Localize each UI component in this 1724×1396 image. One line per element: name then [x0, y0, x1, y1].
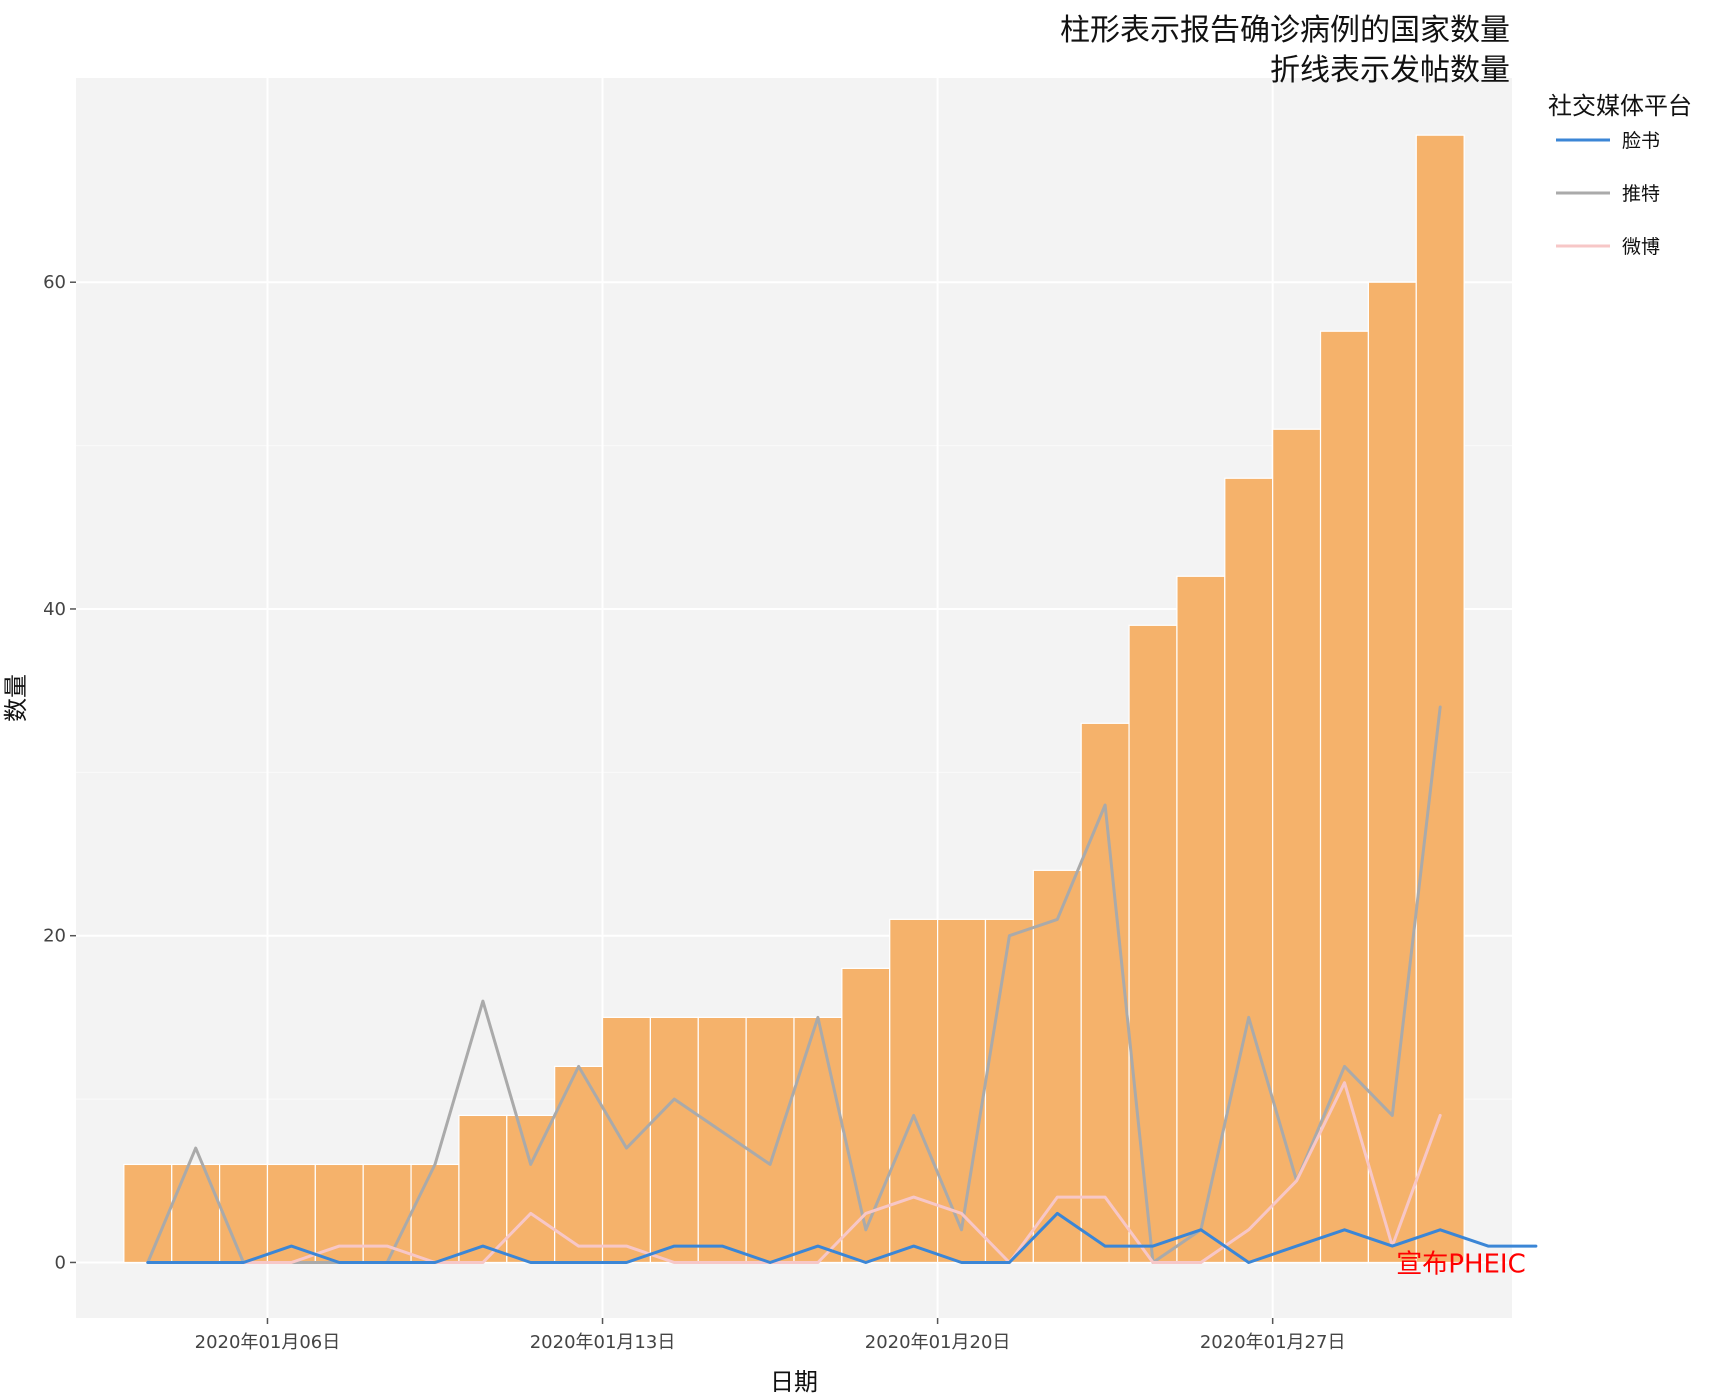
bar [219, 1163, 269, 1264]
bar [984, 918, 1034, 1264]
y-tick-label: 40 [43, 599, 66, 620]
bar [1176, 575, 1226, 1264]
bar [745, 1016, 795, 1264]
legend-title: 社交媒体平台 [1548, 92, 1692, 120]
bar [458, 1114, 508, 1264]
bar [697, 1016, 747, 1264]
y-tick-label: 60 [43, 272, 66, 293]
bar [171, 1163, 221, 1264]
y-ticks: 0 20 40 60 [43, 272, 76, 1273]
bar [841, 967, 891, 1264]
x-ticks: 2020年01月06日 2020年01月13日 2020年01月20日 2020年01… [195, 1318, 1346, 1353]
bar [410, 1163, 460, 1264]
bar [362, 1163, 412, 1264]
bar [1319, 330, 1369, 1264]
annotation-pheic: 宣布PHEIC [1396, 1249, 1525, 1279]
y-tick-label: 20 [43, 926, 66, 947]
bar [506, 1114, 556, 1264]
bar [889, 918, 939, 1264]
chart-title-line-1: 柱形表示报告确诊病例的国家数量 [1060, 13, 1510, 48]
y-tick-label: 0 [55, 1252, 66, 1273]
legend-label-推特: 推特 [1622, 183, 1660, 205]
bar [1224, 477, 1274, 1264]
x-axis-title: 日期 [770, 1368, 818, 1396]
bar [793, 1016, 843, 1264]
bar [601, 1016, 651, 1264]
bar [1128, 624, 1178, 1264]
x-tick-label: 2020年01月27日 [1200, 1332, 1346, 1353]
bar [314, 1163, 364, 1264]
x-tick-label: 2020年01月13日 [530, 1332, 676, 1353]
bar [123, 1163, 173, 1264]
bar [936, 918, 987, 1264]
x-tick-label: 2020年01月06日 [195, 1332, 341, 1353]
bar [266, 1163, 316, 1264]
y-axis-title: 数量 [2, 674, 30, 722]
series-line-脸书 [146, 1211, 1538, 1264]
series-lines [146, 705, 1538, 1264]
chart-title-line-2: 折线表示发帖数量 [1270, 53, 1510, 88]
bars [123, 134, 1465, 1264]
x-tick-label: 2020年01月20日 [865, 1332, 1011, 1353]
legend-label-脸书: 脸书 [1622, 130, 1660, 152]
legend-label-微博: 微博 [1622, 236, 1660, 258]
bar [1032, 869, 1082, 1264]
bar [1415, 134, 1465, 1264]
bar [649, 1016, 699, 1264]
